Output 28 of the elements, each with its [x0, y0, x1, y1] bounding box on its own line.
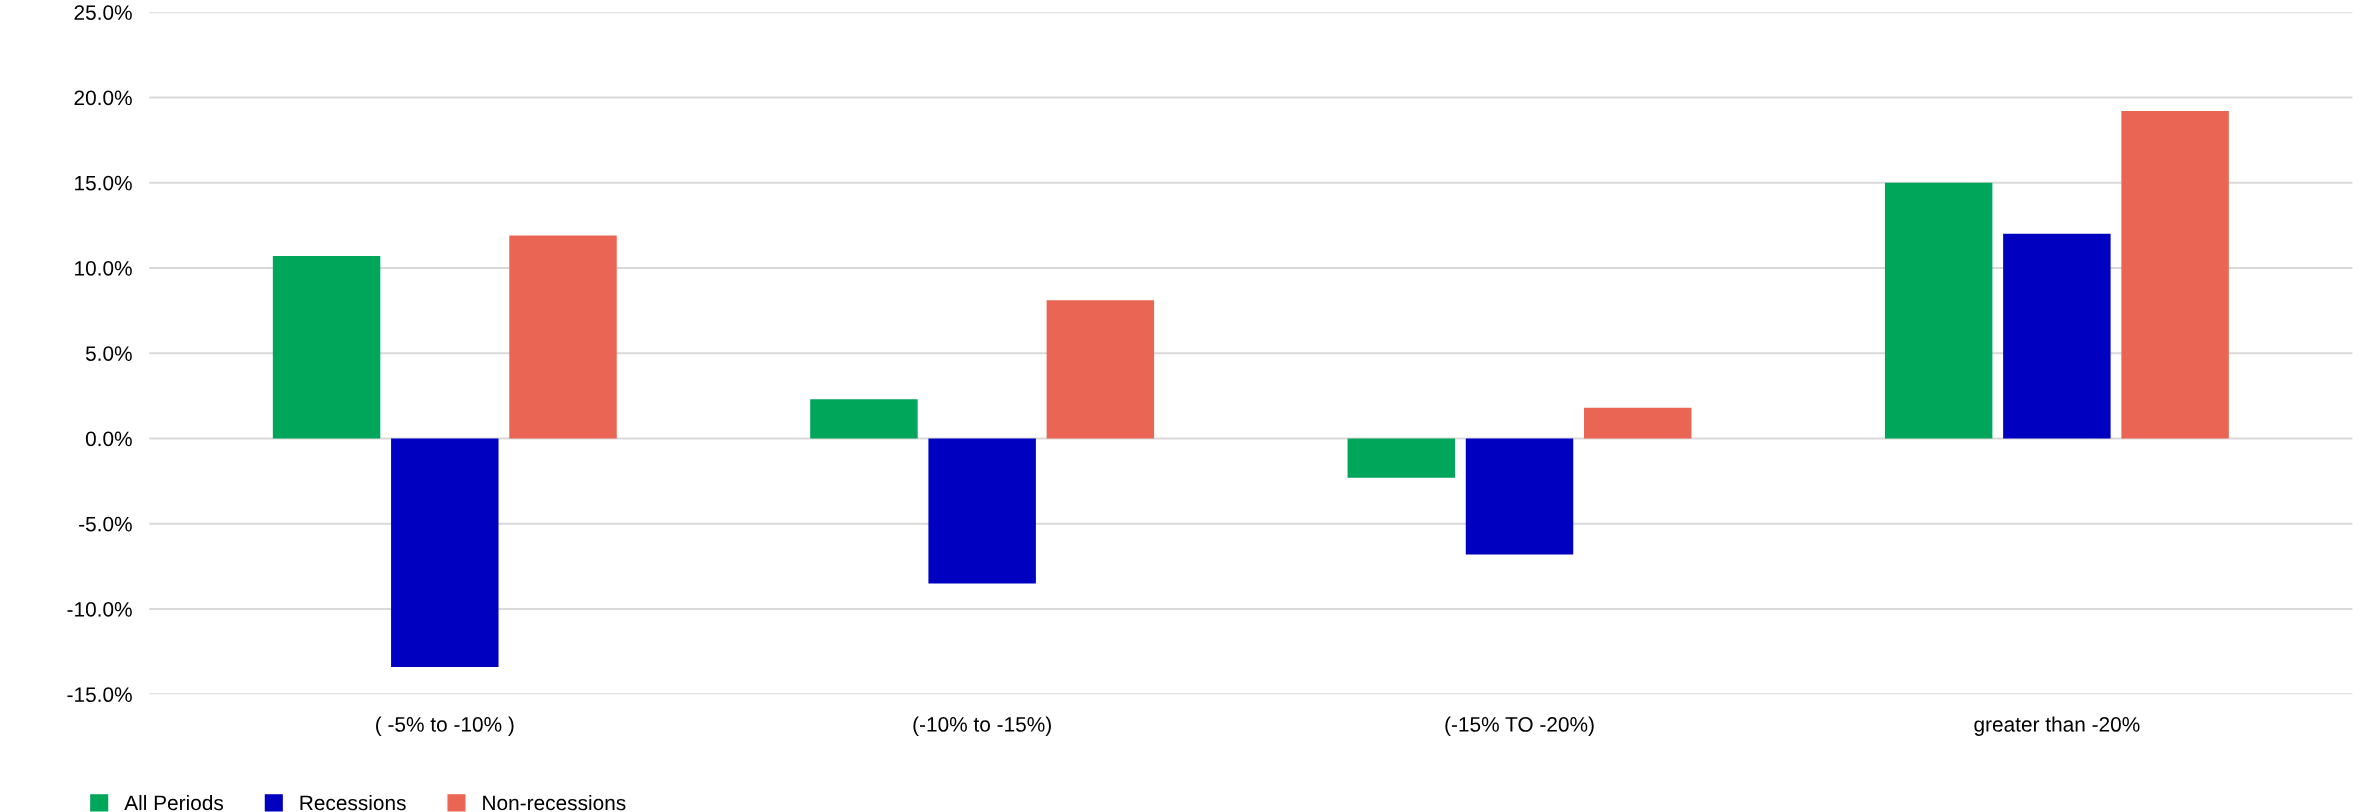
legend-label: All Periods: [124, 794, 224, 811]
y-tick-label: 0.0%: [85, 431, 132, 447]
y-tick-label: 15.0%: [75, 175, 132, 191]
y-tick-label: -10.0%: [67, 602, 132, 617]
y-tick-label: 10.0%: [75, 260, 132, 276]
legend-label: Recessions: [300, 794, 406, 811]
x-tick-label: (-15% TO -20%): [1445, 716, 1594, 736]
y-tick-label: -15.0%: [67, 687, 132, 703]
bar: [272, 256, 381, 439]
bar: [928, 438, 1036, 584]
bar: [1046, 300, 1155, 439]
y-tick-label: 25.0%: [74, 5, 132, 20]
x-tick-label: ( -5% to -10% ): [376, 716, 514, 736]
y-tick-label: -5.0%: [79, 516, 132, 532]
y-tick-label: 5.0%: [85, 346, 132, 361]
bar: [1465, 438, 1574, 555]
bar: [2003, 233, 2111, 439]
bar: [391, 438, 499, 667]
bar: [1884, 182, 1993, 439]
x-tick-label: (-10% to -15%): [913, 716, 1051, 736]
x-tick-label: greater than -20%: [1974, 716, 2140, 736]
bar: [1347, 438, 1456, 478]
legend-label: Non-recessions: [483, 794, 626, 811]
bar: [2121, 111, 2229, 439]
bar: [810, 399, 918, 439]
bar: [509, 235, 617, 439]
bar: [1583, 407, 1692, 439]
y-tick-label: 20.0%: [74, 90, 132, 106]
